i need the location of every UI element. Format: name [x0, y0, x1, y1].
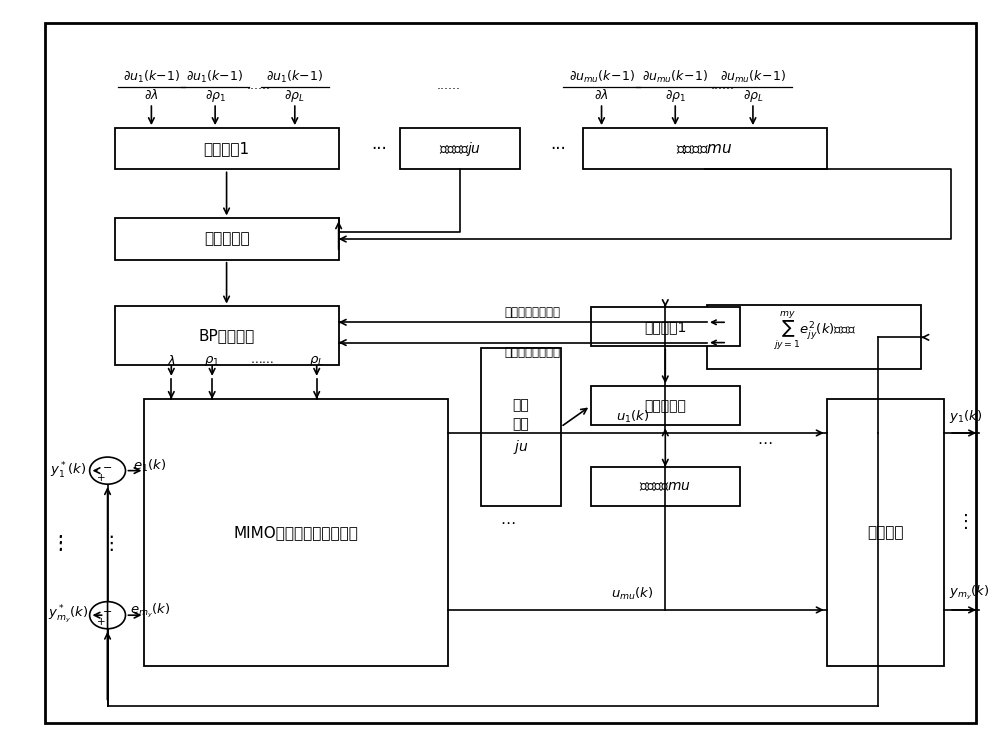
Text: 被控对象: 被控对象 [867, 526, 904, 540]
Text: 更新输出层权系数: 更新输出层权系数 [505, 346, 561, 359]
Text: $\partial\lambda$: $\partial\lambda$ [144, 88, 159, 102]
Text: $e_{m_y}(k)$: $e_{m_y}(k)$ [130, 602, 171, 620]
Bar [115, 128, 339, 169]
Text: $\cdots$: $\cdots$ [500, 514, 516, 529]
Text: $\partial\lambda$: $\partial\lambda$ [594, 88, 609, 102]
Text: $\partial\rho_1$: $\partial\rho_1$ [665, 88, 686, 104]
Text: $+$: $+$ [96, 472, 106, 483]
Text: $\vdots$: $\vdots$ [50, 533, 63, 553]
Bar [144, 399, 448, 666]
Text: ......: ...... [247, 78, 271, 92]
Text: ......: ...... [436, 78, 460, 92]
Text: $\partial u_{mu}(k\!-\!1)$: $\partial u_{mu}(k\!-\!1)$ [569, 69, 635, 85]
Text: $y_1^*(k)$: $y_1^*(k)$ [50, 461, 86, 480]
Text: $\vdots$: $\vdots$ [101, 533, 114, 553]
Bar [591, 307, 740, 346]
Bar [400, 128, 520, 169]
Text: $-$: $-$ [102, 461, 113, 471]
Text: $y_{m_y}^*(k)$: $y_{m_y}^*(k)$ [48, 604, 88, 626]
Text: $u_1(k)$: $u_1(k)$ [616, 410, 649, 425]
Text: $\cdots\cdots$: $\cdots\cdots$ [250, 354, 274, 367]
Text: 梯度
信息
$ju$: 梯度 信息 $ju$ [513, 398, 529, 456]
Text: 梯度信息1: 梯度信息1 [644, 320, 686, 334]
Text: $u_{mu}(k)$: $u_{mu}(k)$ [611, 587, 654, 602]
Bar [115, 306, 339, 365]
Text: $\vdots$: $\vdots$ [956, 512, 968, 531]
Circle shape [90, 602, 125, 629]
Bar [115, 218, 339, 260]
Text: $\partial\rho_L$: $\partial\rho_L$ [284, 88, 305, 104]
Text: $\partial u_1(k\!-\!1)$: $\partial u_1(k\!-\!1)$ [186, 69, 244, 85]
Bar [481, 348, 561, 506]
Text: $\partial u_{mu}(k\!-\!1)$: $\partial u_{mu}(k\!-\!1)$ [642, 69, 708, 85]
Text: MIMO偏格式无模型控制器: MIMO偏格式无模型控制器 [234, 526, 359, 540]
Circle shape [90, 457, 125, 484]
Text: $y_{m_y}(k)$: $y_{m_y}(k)$ [949, 584, 990, 602]
Text: $-$: $-$ [102, 605, 113, 615]
Text: 偏导信息$mu$: 偏导信息$mu$ [676, 142, 733, 156]
Text: $\vdots$: $\vdots$ [51, 533, 63, 553]
Text: $\rho_1$: $\rho_1$ [204, 354, 220, 367]
Text: $\partial\rho_L$: $\partial\rho_L$ [743, 88, 763, 104]
Text: $\partial u_1(k\!-\!1)$: $\partial u_1(k\!-\!1)$ [266, 69, 324, 85]
Text: $\lambda$: $\lambda$ [167, 354, 176, 367]
Bar [707, 305, 921, 369]
Text: $\cdots$: $\cdots$ [757, 434, 773, 449]
Text: $\sum_{jy=1}^{my}e_{jy}^2(k)$最小化: $\sum_{jy=1}^{my}e_{jy}^2(k)$最小化 [773, 310, 856, 352]
Text: 梯度信息集: 梯度信息集 [644, 399, 686, 413]
Text: $y_1(k)$: $y_1(k)$ [949, 408, 982, 425]
Text: $\partial u_{mu}(k\!-\!1)$: $\partial u_{mu}(k\!-\!1)$ [720, 69, 786, 85]
Text: $e_1(k)$: $e_1(k)$ [133, 458, 167, 474]
Text: 偏导信息1: 偏导信息1 [204, 142, 250, 156]
Bar [591, 467, 740, 506]
Bar [583, 128, 827, 169]
Text: $+$: $+$ [96, 617, 106, 627]
Bar [827, 399, 944, 666]
Text: $\partial\rho_1$: $\partial\rho_1$ [205, 88, 226, 104]
Text: BP神经网络: BP神经网络 [198, 328, 255, 343]
Text: ···: ··· [372, 140, 387, 157]
Text: ......: ...... [711, 78, 735, 92]
Text: 更新隐含层权系数: 更新隐含层权系数 [505, 306, 561, 319]
Text: 偏导信息集: 偏导信息集 [204, 232, 249, 246]
Text: 偏导信息$ju$: 偏导信息$ju$ [439, 140, 481, 157]
Bar [591, 386, 740, 425]
Text: $\rho_L$: $\rho_L$ [309, 354, 324, 367]
Text: $\partial u_1(k\!-\!1)$: $\partial u_1(k\!-\!1)$ [123, 69, 180, 85]
Text: ···: ··· [550, 140, 566, 157]
Text: 梯度信息$mu$: 梯度信息$mu$ [639, 480, 691, 493]
